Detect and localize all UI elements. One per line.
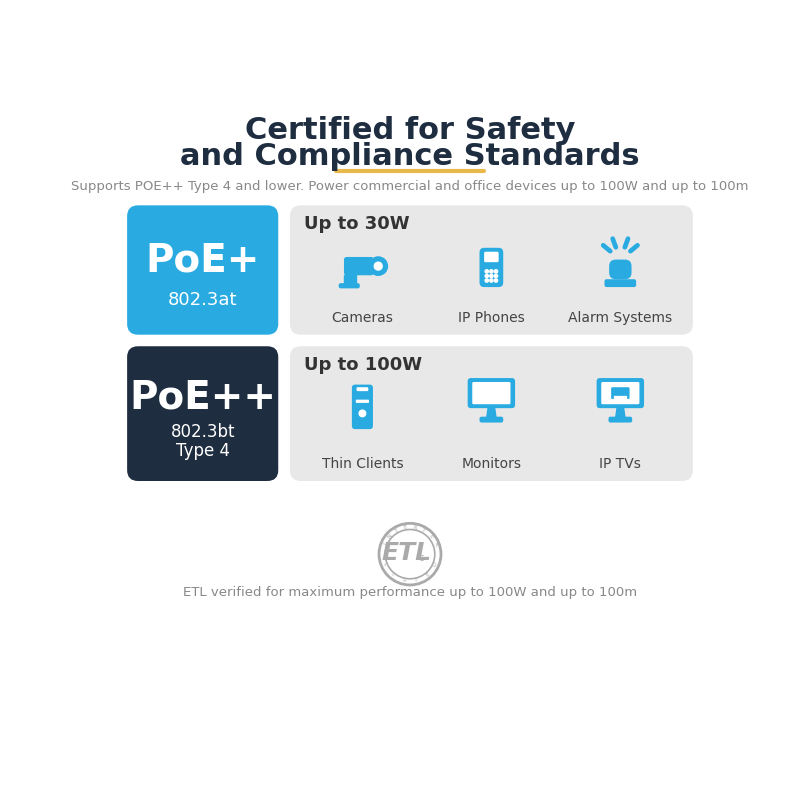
Text: Supports POE++ Type 4 and lower. Power commercial and office devices up to 100W : Supports POE++ Type 4 and lower. Power c… <box>71 179 749 193</box>
FancyBboxPatch shape <box>290 346 693 481</box>
Text: Certified for Safety: Certified for Safety <box>245 116 575 145</box>
Text: and Compliance Standards: and Compliance Standards <box>180 142 640 170</box>
Text: c: c <box>419 553 424 563</box>
Text: N: N <box>386 533 393 540</box>
FancyBboxPatch shape <box>127 346 278 481</box>
Text: E: E <box>425 571 431 578</box>
Text: ETL: ETL <box>382 542 432 566</box>
FancyBboxPatch shape <box>611 387 630 399</box>
Text: Up to 30W: Up to 30W <box>304 215 410 233</box>
Text: R: R <box>412 525 417 530</box>
Text: L: L <box>382 562 388 567</box>
Bar <box>618 396 620 399</box>
FancyBboxPatch shape <box>356 400 369 403</box>
FancyBboxPatch shape <box>290 206 693 334</box>
Text: I: I <box>390 572 394 577</box>
Circle shape <box>485 270 489 273</box>
Circle shape <box>494 274 498 278</box>
FancyBboxPatch shape <box>479 248 503 287</box>
Text: Monitors: Monitors <box>462 457 522 471</box>
Polygon shape <box>486 408 496 418</box>
Circle shape <box>490 274 493 278</box>
FancyBboxPatch shape <box>484 252 498 262</box>
FancyBboxPatch shape <box>602 382 639 404</box>
Text: Thin Clients: Thin Clients <box>322 457 403 471</box>
Circle shape <box>374 262 382 270</box>
Text: T: T <box>414 578 419 583</box>
Text: Cameras: Cameras <box>331 310 394 325</box>
Circle shape <box>494 279 498 282</box>
Circle shape <box>490 279 493 282</box>
Polygon shape <box>344 275 356 286</box>
Circle shape <box>485 279 489 282</box>
FancyBboxPatch shape <box>127 206 278 334</box>
Circle shape <box>359 410 366 417</box>
Text: Up to 100W: Up to 100W <box>304 356 422 374</box>
Bar <box>624 396 626 399</box>
Text: E: E <box>403 525 408 530</box>
Circle shape <box>485 274 489 278</box>
Circle shape <box>490 270 493 273</box>
Text: IP TVs: IP TVs <box>599 457 642 471</box>
Bar <box>621 396 623 399</box>
FancyBboxPatch shape <box>338 283 360 288</box>
Circle shape <box>369 257 387 275</box>
FancyBboxPatch shape <box>609 259 631 279</box>
Text: E: E <box>427 534 434 539</box>
FancyBboxPatch shape <box>472 382 510 404</box>
FancyBboxPatch shape <box>609 417 632 422</box>
Text: 802.3bt: 802.3bt <box>170 423 235 442</box>
Text: T: T <box>420 527 426 534</box>
Text: ETL verified for maximum performance up to 100W and up to 100m: ETL verified for maximum performance up … <box>183 586 637 599</box>
FancyBboxPatch shape <box>357 387 368 391</box>
FancyBboxPatch shape <box>605 279 636 287</box>
Text: D: D <box>432 561 438 567</box>
Text: K: K <box>432 542 438 547</box>
Polygon shape <box>616 408 625 418</box>
Text: IP Phones: IP Phones <box>458 310 525 325</box>
FancyBboxPatch shape <box>352 385 373 429</box>
FancyBboxPatch shape <box>597 378 644 408</box>
Text: 802.3at: 802.3at <box>168 290 238 309</box>
Text: Type 4: Type 4 <box>176 442 230 460</box>
FancyBboxPatch shape <box>479 417 503 422</box>
Text: S: S <box>401 578 406 583</box>
Text: PoE+: PoE+ <box>146 242 260 280</box>
Text: T: T <box>394 527 400 534</box>
FancyBboxPatch shape <box>468 378 515 408</box>
Text: I: I <box>382 542 387 546</box>
Text: PoE++: PoE++ <box>129 378 276 417</box>
Circle shape <box>494 270 498 273</box>
FancyBboxPatch shape <box>344 257 374 275</box>
Bar <box>614 396 617 399</box>
Text: Alarm Systems: Alarm Systems <box>568 310 672 325</box>
